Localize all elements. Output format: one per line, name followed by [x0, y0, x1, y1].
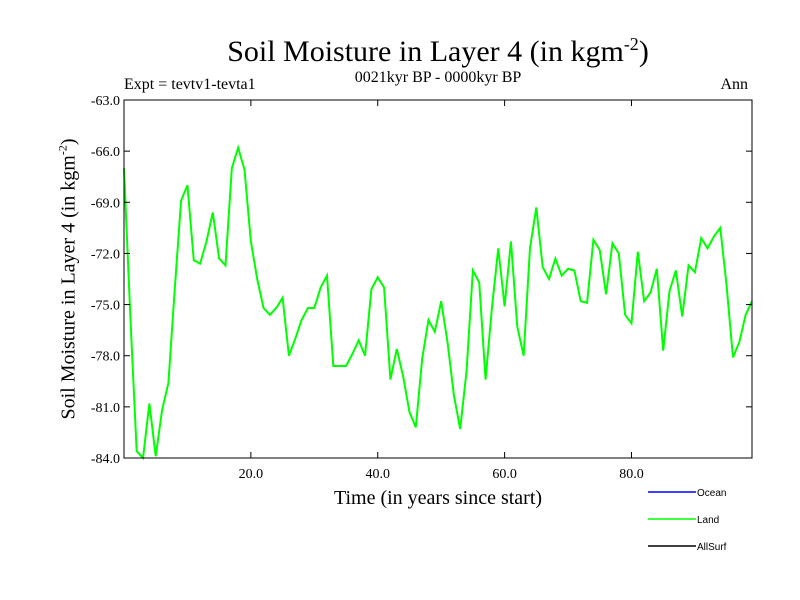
season-label: Ann	[720, 76, 748, 93]
x-tick-label: 80.0	[619, 467, 644, 482]
y-tick-label: -75.0	[91, 299, 120, 314]
x-tick-label: 60.0	[492, 467, 517, 482]
y-tick-label: -78.0	[91, 350, 120, 365]
series-line-land	[123, 144, 753, 461]
y-tick-label: -81.0	[91, 401, 120, 416]
legend-entry-land: Land	[648, 515, 719, 526]
x-tick-label: 40.0	[365, 467, 390, 482]
y-tick-label: -72.0	[91, 247, 120, 262]
chart-title: Soil Moisture in Layer 4 (in kgm-2)	[227, 34, 649, 68]
legend-label: Land	[697, 515, 719, 526]
chart-subtitle: 0021kyr BP - 0000kyr BP	[354, 69, 522, 86]
legend-entry-ocean: Ocean	[648, 488, 726, 499]
x-axis-label: Time (in years since start)	[333, 487, 543, 509]
experiment-label: Expt = tevtv1-tevta1	[124, 76, 256, 93]
legend-label: Ocean	[697, 488, 726, 499]
legend-label: AllSurf	[697, 542, 727, 553]
y-tick-label: -84.0	[91, 452, 120, 467]
plot-frame	[123, 99, 753, 459]
y-tick-label: -69.0	[91, 196, 120, 211]
y-tick-label: -66.0	[91, 145, 120, 160]
legend-entry-allsurf: AllSurf	[648, 542, 727, 553]
x-tick-label: 20.0	[239, 467, 264, 482]
y-tick-label: -63.0	[91, 94, 120, 109]
